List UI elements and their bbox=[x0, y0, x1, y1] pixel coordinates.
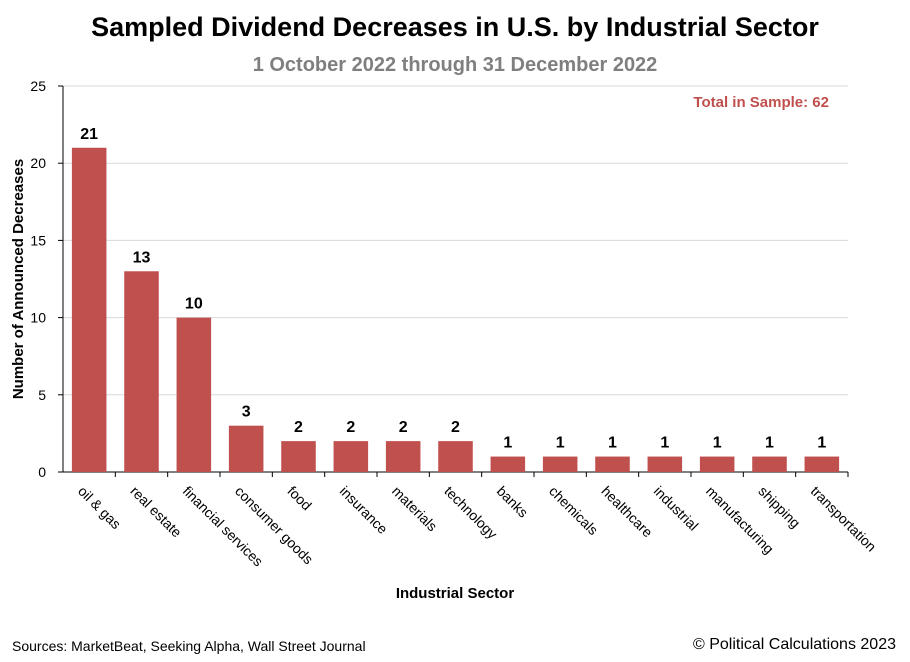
x-tick-label: chemicals bbox=[546, 483, 601, 538]
bar bbox=[333, 441, 369, 472]
bar bbox=[438, 441, 473, 472]
bar bbox=[647, 456, 683, 472]
sources-note: Sources: MarketBeat, Seeking Alpha, Wall… bbox=[12, 638, 366, 654]
x-tick-label: banks bbox=[494, 483, 532, 521]
data-label: 1 bbox=[817, 435, 826, 452]
bar bbox=[595, 456, 630, 472]
x-tick-label: transportation bbox=[808, 483, 880, 555]
y-tick-label: 5 bbox=[38, 387, 46, 403]
bar bbox=[490, 456, 526, 472]
y-tick-label: 20 bbox=[30, 155, 46, 171]
bar bbox=[281, 441, 316, 472]
y-tick-label: 15 bbox=[30, 232, 46, 248]
y-tick-label: 25 bbox=[30, 78, 46, 94]
bar bbox=[124, 271, 159, 472]
data-label: 1 bbox=[503, 435, 512, 452]
chart-subtitle: 1 October 2022 through 31 December 2022 bbox=[252, 54, 658, 76]
total-sample-annotation: Total in Sample: 62 bbox=[693, 94, 829, 111]
x-tick-label: insurance bbox=[337, 483, 391, 537]
data-label: 1 bbox=[556, 435, 565, 452]
data-label: 2 bbox=[399, 419, 408, 436]
bar bbox=[752, 456, 787, 472]
data-label: 2 bbox=[294, 419, 303, 436]
bar bbox=[228, 425, 264, 472]
bar bbox=[71, 147, 107, 472]
chart-title: Sampled Dividend Decreases in U.S. by In… bbox=[91, 12, 819, 42]
data-label: 1 bbox=[765, 435, 774, 452]
y-axis-title: Number of Announced Decreases bbox=[10, 159, 27, 399]
bar bbox=[699, 456, 735, 472]
data-label: 2 bbox=[346, 419, 355, 436]
data-label: 13 bbox=[133, 249, 151, 266]
x-tick-label: technology bbox=[441, 483, 500, 542]
bar bbox=[385, 441, 421, 472]
data-label: 1 bbox=[713, 435, 722, 452]
x-tick-label: real estate bbox=[127, 483, 185, 541]
data-label: 10 bbox=[185, 296, 203, 313]
x-tick-label: shipping bbox=[755, 483, 803, 531]
x-tick-label: materials bbox=[389, 483, 440, 534]
y-tick-label: 0 bbox=[38, 464, 46, 480]
bar bbox=[542, 456, 578, 472]
data-label: 2 bbox=[451, 419, 460, 436]
data-label: 1 bbox=[608, 435, 617, 452]
data-label: 21 bbox=[80, 126, 98, 143]
data-label: 1 bbox=[660, 435, 669, 452]
data-label: 3 bbox=[242, 404, 251, 421]
y-tick-label: 10 bbox=[30, 310, 46, 326]
bar bbox=[804, 456, 840, 472]
x-axis-title: Industrial Sector bbox=[396, 585, 515, 602]
x-tick-label: food bbox=[284, 483, 315, 514]
x-tick-label: industrial bbox=[651, 483, 702, 534]
copyright-note: © Political Calculations 2023 bbox=[692, 636, 896, 653]
bar bbox=[176, 317, 212, 472]
x-tick-label: healthcare bbox=[598, 483, 656, 541]
x-tick-label: oil & gas bbox=[75, 483, 124, 532]
